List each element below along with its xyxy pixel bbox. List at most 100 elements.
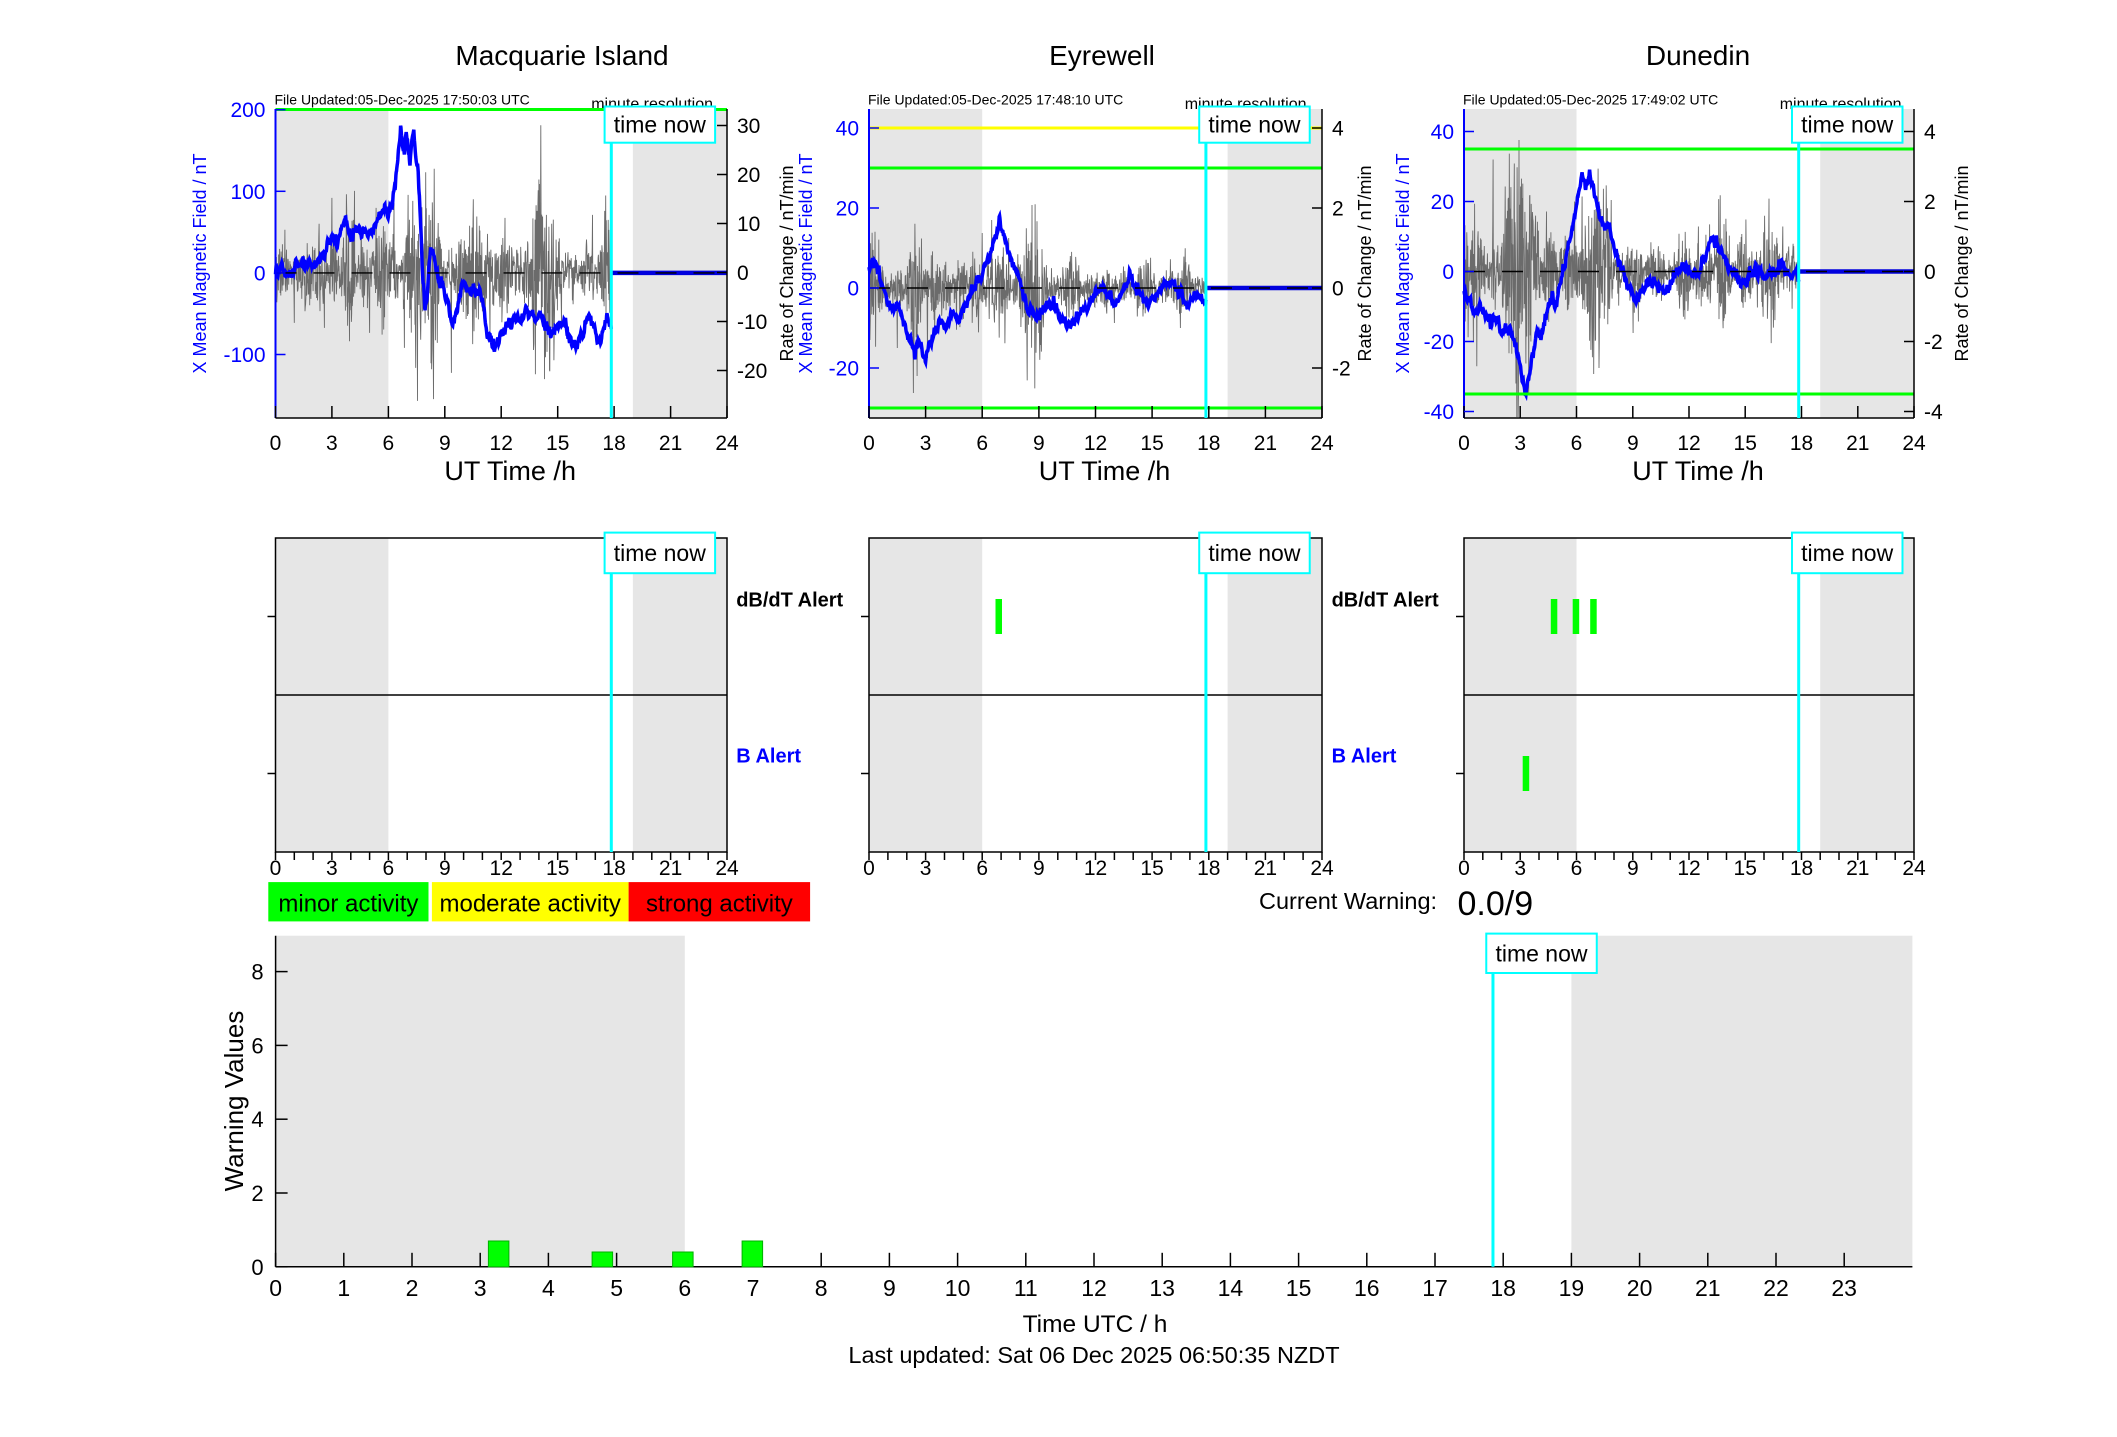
svg-text:6: 6 [1571,857,1583,880]
svg-text:19: 19 [1559,1275,1585,1301]
svg-text:18: 18 [602,857,625,880]
svg-text:X Mean Magnetic Field / nT: X Mean Magnetic Field / nT [190,153,210,373]
svg-text:15: 15 [1286,1275,1312,1301]
svg-text:0: 0 [1332,278,1344,301]
svg-text:3: 3 [1514,432,1526,455]
svg-text:0: 0 [270,857,282,880]
svg-text:13: 13 [1149,1275,1175,1301]
svg-text:12: 12 [1081,1275,1107,1301]
svg-text:21: 21 [659,432,682,455]
svg-text:24: 24 [1902,857,1926,880]
svg-text:16: 16 [1354,1275,1380,1301]
svg-text:0: 0 [251,1255,263,1280]
svg-text:21: 21 [1846,432,1869,455]
svg-text:B Alert: B Alert [1332,745,1397,767]
svg-text:Rate of Change / nT/min: Rate of Change / nT/min [1355,165,1375,361]
svg-text:File Updated:05-Dec-2025 17:48: File Updated:05-Dec-2025 17:48:10 UTC [868,92,1123,108]
svg-text:0: 0 [1924,261,1936,284]
svg-text:9: 9 [1033,432,1045,455]
svg-text:0: 0 [1442,261,1454,284]
svg-text:6: 6 [678,1275,691,1301]
svg-text:24: 24 [1902,432,1926,455]
svg-text:12: 12 [1084,857,1107,880]
svg-text:moderate activity: moderate activity [439,891,620,918]
svg-text:6: 6 [383,432,395,455]
svg-text:20: 20 [836,198,859,221]
svg-text:200: 200 [230,99,265,122]
svg-text:dB/dT Alert: dB/dT Alert [1332,589,1439,611]
svg-text:0: 0 [254,262,266,285]
svg-text:18: 18 [1197,857,1220,880]
svg-text:40: 40 [1431,121,1454,144]
svg-text:UT Time /h: UT Time /h [1039,456,1171,486]
svg-text:UT Time /h: UT Time /h [444,456,576,486]
svg-text:3: 3 [920,857,932,880]
svg-text:18: 18 [602,432,625,455]
svg-text:time now: time now [614,112,706,138]
svg-text:15: 15 [546,432,569,455]
svg-text:18: 18 [1490,1275,1516,1301]
svg-text:8: 8 [251,960,263,985]
svg-text:40: 40 [836,118,859,141]
svg-text:9: 9 [1033,857,1045,880]
svg-text:15: 15 [1140,432,1163,455]
svg-text:9: 9 [439,432,451,455]
svg-text:File Updated:05-Dec-2025 17:49: File Updated:05-Dec-2025 17:49:02 UTC [1463,92,1718,108]
svg-text:10: 10 [737,213,760,236]
svg-text:2: 2 [1924,191,1936,214]
svg-text:18: 18 [1790,432,1813,455]
svg-text:0: 0 [269,1275,282,1301]
svg-text:3: 3 [1514,857,1526,880]
svg-text:UT Time /h: UT Time /h [1632,456,1764,486]
svg-text:18: 18 [1790,857,1813,880]
svg-text:24: 24 [715,432,739,455]
svg-text:22: 22 [1763,1275,1789,1301]
svg-text:0: 0 [1458,857,1470,880]
svg-text:Time UTC / h: Time UTC / h [1023,1311,1168,1338]
svg-text:-40: -40 [1424,401,1454,424]
svg-text:11: 11 [1014,1275,1038,1301]
svg-text:14: 14 [1218,1275,1244,1301]
svg-text:dB/dT Alert: dB/dT Alert [736,589,843,611]
svg-text:Rate of Change / nT/min: Rate of Change / nT/min [777,165,797,361]
svg-text:24: 24 [1310,857,1334,880]
svg-text:0: 0 [270,432,282,455]
svg-text:12: 12 [490,432,513,455]
svg-text:9: 9 [1627,857,1639,880]
svg-text:time now: time now [614,540,706,566]
svg-text:4: 4 [251,1107,263,1132]
svg-text:4: 4 [1924,121,1936,144]
svg-text:0: 0 [847,278,859,301]
svg-text:3: 3 [326,857,338,880]
svg-text:time now: time now [1495,940,1587,966]
svg-text:Rate of Change / nT/min: Rate of Change / nT/min [1952,165,1972,361]
svg-text:23: 23 [1831,1275,1857,1301]
svg-text:21: 21 [1846,857,1869,880]
svg-text:15: 15 [1734,432,1757,455]
svg-text:6: 6 [976,857,988,880]
svg-text:-100: -100 [223,344,265,367]
svg-text:Eyrewell: Eyrewell [1049,40,1155,71]
svg-text:-2: -2 [1924,331,1943,354]
svg-text:30: 30 [737,115,760,138]
svg-text:0: 0 [1458,432,1470,455]
svg-text:12: 12 [1677,857,1700,880]
svg-text:time now: time now [1208,540,1300,566]
svg-text:6: 6 [251,1033,263,1058]
svg-text:21: 21 [1695,1275,1721,1301]
svg-text:X Mean Magnetic Field / nT: X Mean Magnetic Field / nT [796,153,816,373]
svg-text:21: 21 [1254,432,1277,455]
svg-text:-20: -20 [1424,331,1454,354]
svg-text:0: 0 [863,857,875,880]
svg-text:12: 12 [1084,432,1107,455]
svg-text:15: 15 [1734,857,1757,880]
svg-text:4: 4 [1332,118,1344,141]
svg-text:time now: time now [1801,112,1893,138]
svg-text:-10: -10 [737,311,767,334]
svg-text:18: 18 [1197,432,1220,455]
svg-text:15: 15 [1140,857,1163,880]
svg-text:B Alert: B Alert [736,745,801,767]
svg-text:10: 10 [945,1275,971,1301]
svg-text:20: 20 [1627,1275,1653,1301]
svg-text:-2: -2 [1332,358,1351,381]
